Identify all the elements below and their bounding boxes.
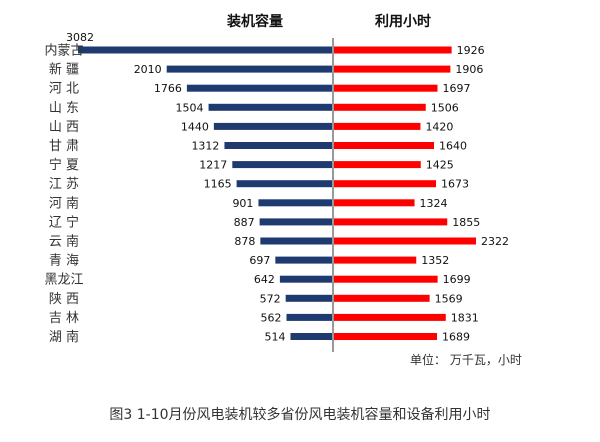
bar-right-series [333, 218, 448, 226]
header-right-series: 利用小时 [375, 13, 431, 30]
value-label-left: 697 [249, 254, 270, 267]
bar-right-series [333, 275, 438, 283]
bar-left-series [258, 199, 333, 207]
header-left-series: 装机容量 [226, 13, 283, 30]
category-label: 云 南 [49, 234, 79, 250]
category-label: 宁 夏 [49, 157, 79, 173]
bar-right-series [333, 46, 452, 54]
category-label: 陕 西 [49, 292, 79, 307]
value-label-right: 1831 [451, 311, 479, 324]
bar-right-series [333, 65, 451, 73]
value-label-left: 572 [260, 292, 281, 305]
value-label-right: 1697 [443, 82, 471, 95]
bar-right-series [333, 256, 417, 264]
bar-right-series [333, 142, 434, 149]
value-label-right: 1906 [455, 63, 483, 76]
bar-left-series [232, 161, 333, 169]
bar-right-series [333, 161, 421, 169]
value-label-left: 1165 [204, 178, 232, 191]
bar-right-series [333, 313, 446, 321]
bar-right-series [333, 294, 430, 302]
value-label-right: 1699 [443, 273, 471, 286]
value-label-left: 1312 [191, 140, 219, 153]
value-label-right: 1640 [439, 140, 467, 153]
bar-right-series [333, 122, 421, 130]
value-label-right: 1506 [431, 101, 459, 114]
bar-left-series [259, 218, 333, 226]
value-label-left: 901 [232, 197, 253, 210]
bar-right-series [333, 103, 426, 111]
value-label-left: 562 [261, 311, 282, 324]
value-label-right: 1420 [425, 120, 453, 133]
bar-left-series [286, 313, 333, 321]
unit-label: 单位： 万千瓦，小时 [410, 352, 522, 367]
category-label: 新 疆 [49, 62, 79, 78]
value-label-left: 1217 [199, 159, 227, 172]
value-label-left: 514 [264, 331, 285, 344]
value-label-right: 1324 [420, 197, 448, 210]
value-label-right: 1425 [426, 159, 454, 172]
category-label: 甘 肃 [49, 139, 79, 154]
value-label-left: 642 [254, 273, 275, 286]
value-label-right: 1855 [452, 216, 480, 229]
category-label: 青 海 [49, 254, 79, 269]
category-label: 河 北 [49, 82, 79, 97]
bar-left-series [78, 46, 333, 54]
category-label: 山 西 [49, 120, 79, 135]
series-headers: 装机容量 利用小时 [226, 13, 431, 30]
category-label: 河 南 [49, 195, 79, 211]
right-series-bars: 1926 1906 1697 1506 1420 1640 1425 1673 1324 1855… [333, 44, 509, 344]
bar-left-series [275, 256, 333, 264]
bar-left-series [236, 180, 333, 188]
value-label-right: 2322 [481, 235, 509, 248]
value-label-right: 1926 [457, 44, 485, 57]
value-label-right: 1569 [435, 292, 463, 305]
figure-caption: 图3 1-10月份风电装机较多省份风电装机容量和设备利用小时 [109, 407, 491, 423]
bar-right-series [333, 84, 438, 92]
value-label-right: 1689 [442, 331, 470, 344]
bar-right-series [333, 180, 437, 188]
bar-right-series [333, 199, 415, 207]
category-label: 江 苏 [49, 176, 79, 192]
bar-left-series [260, 237, 333, 245]
bar-left-series [186, 84, 333, 92]
bar-left-series [213, 122, 333, 130]
value-label-left: 3082 [66, 31, 94, 44]
category-label: 湖 南 [49, 329, 79, 345]
category-label: 山 东 [49, 101, 79, 116]
value-label-left: 1504 [176, 101, 204, 114]
value-label-left: 878 [234, 235, 255, 248]
bar-left-series [166, 65, 333, 73]
value-label-right: 1673 [441, 178, 469, 191]
value-label-left: 1440 [181, 120, 209, 133]
bar-right-series [333, 333, 438, 340]
bar-left-series [290, 333, 333, 340]
value-label-left: 2010 [134, 63, 162, 76]
category-label: 吉 林 [49, 311, 79, 326]
bar-left-series [279, 275, 333, 283]
bar-right-series [333, 237, 476, 245]
bar-left-series [224, 142, 333, 149]
value-label-left: 887 [234, 216, 255, 229]
value-label-right: 1352 [421, 254, 449, 267]
value-label-left: 1766 [154, 82, 182, 95]
category-label: 内蒙古 [44, 43, 83, 59]
category-label: 辽 宁 [49, 214, 79, 230]
category-label: 黑龙江 [44, 273, 83, 288]
bar-left-series [285, 294, 333, 302]
bar-left-series [208, 103, 333, 111]
